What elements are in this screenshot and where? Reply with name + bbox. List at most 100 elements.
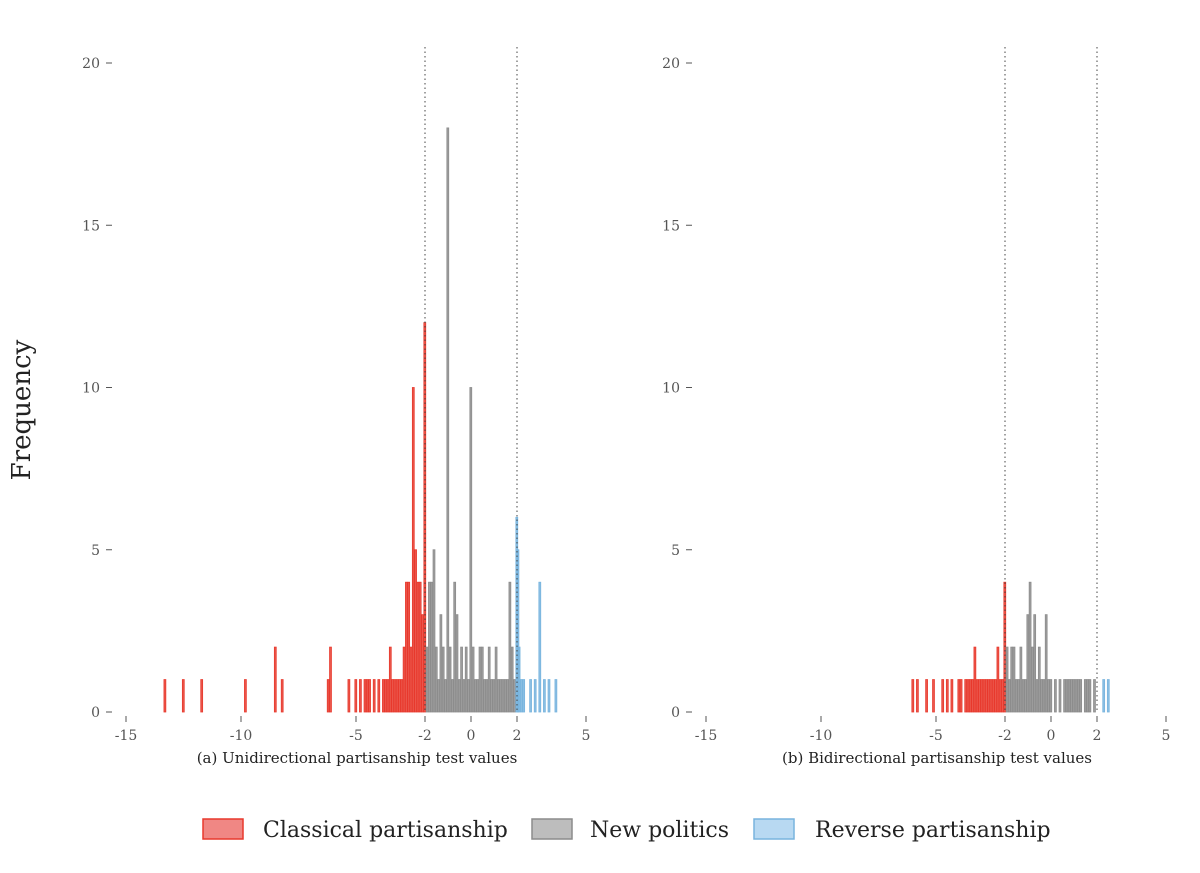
histogram-bar [1005, 646, 1009, 713]
panel-caption: (b) Bidirectional partisanship test valu… [782, 749, 1092, 767]
histogram-bar [1088, 679, 1092, 713]
histogram-bar [1014, 679, 1018, 713]
histogram-bar [1070, 679, 1073, 713]
histogram-bar [1083, 679, 1087, 713]
histogram-bar [1058, 679, 1062, 713]
histogram-bar [280, 679, 284, 713]
x-tick-label: -15 [115, 728, 138, 744]
histogram-bar [434, 646, 438, 713]
histogram-bar [978, 679, 981, 713]
legend-label: New politics [590, 818, 729, 843]
histogram-bar [501, 679, 505, 713]
histogram-bar [973, 646, 977, 713]
histogram-bar [365, 679, 369, 713]
x-tick-label: 2 [513, 728, 522, 744]
histogram-bar [354, 679, 358, 713]
histogram-bar [372, 679, 376, 713]
y-tick-label: 0 [671, 705, 680, 721]
histogram-bar [966, 679, 970, 713]
histogram-bar [359, 679, 362, 713]
x-tick-label: 0 [467, 728, 476, 744]
histogram-bar [421, 614, 424, 713]
histogram-bar [492, 679, 496, 713]
histogram-bar [467, 679, 470, 713]
legend-swatch-new-politics [531, 818, 573, 840]
histogram-bar [543, 679, 546, 713]
histogram-bar [1093, 679, 1096, 713]
histogram-bar [1037, 646, 1041, 713]
bars-group [163, 127, 558, 713]
histogram-bar [483, 679, 486, 713]
histogram-bar [1047, 679, 1050, 713]
y-tick-label: 10 [662, 381, 680, 397]
histogram-bar [520, 679, 523, 713]
histogram-bar [405, 581, 408, 713]
histogram-bar [1054, 679, 1057, 713]
histogram-bar [529, 679, 532, 713]
histogram-bar [1021, 679, 1025, 713]
histogram-bar [1033, 614, 1037, 713]
legend-item-classical: Classical partisanship [202, 818, 508, 843]
histogram-bar [382, 679, 385, 713]
histogram-bar [533, 679, 537, 713]
histogram-bar [991, 679, 995, 713]
histogram-bar [418, 581, 422, 713]
histogram-bar [996, 646, 1000, 713]
histogram-bar [1031, 646, 1034, 713]
x-tick-label: -5 [929, 728, 943, 744]
histogram-bar [1008, 679, 1011, 713]
histogram-bar [508, 581, 512, 713]
histogram-bar [478, 646, 482, 713]
histogram-bar [916, 679, 919, 713]
histogram-bar [513, 679, 516, 713]
histogram-bar [425, 646, 429, 713]
reference-lines [1004, 47, 1098, 712]
histogram-bar [414, 549, 417, 713]
x-tick-label: -15 [695, 728, 718, 744]
histogram-bar [1072, 679, 1076, 713]
histogram-bar [911, 679, 915, 713]
histogram-bar [506, 679, 509, 713]
histogram-bar [455, 614, 459, 713]
histogram-bar [474, 679, 477, 713]
histogram-bar [391, 679, 394, 713]
histogram-bar [368, 679, 371, 713]
y-tick-label: 0 [91, 705, 100, 721]
histogram-bar [1102, 679, 1106, 713]
histogram-bar [989, 679, 993, 713]
x-tick-label: -5 [349, 728, 363, 744]
histogram-bar [273, 646, 277, 713]
histogram-bar [407, 581, 411, 713]
histogram-bar [1024, 679, 1027, 713]
histogram-bar [1042, 679, 1046, 713]
y-tick-label: 10 [82, 381, 100, 397]
histogram-bar [451, 679, 454, 713]
y-axis-label: Frequency [7, 339, 37, 480]
histogram-bar [1063, 679, 1066, 713]
histogram-bar [1049, 679, 1053, 713]
histogram-bar [393, 679, 397, 713]
y-tick-label: 5 [91, 543, 100, 559]
legend-swatch-classical [202, 818, 244, 840]
histogram-bar [326, 679, 330, 713]
histogram-bar [1067, 679, 1071, 713]
histogram-bar [1074, 679, 1078, 713]
histogram-bar [1086, 679, 1089, 713]
histogram-bar [453, 581, 457, 713]
histogram-bar [448, 646, 452, 713]
histogram-bar [957, 679, 961, 713]
histogram-bar [994, 679, 997, 713]
histogram-bar [398, 679, 401, 713]
y-tick-label: 20 [82, 56, 100, 72]
histogram-bar [244, 679, 247, 713]
histogram-bar [471, 646, 475, 713]
histogram-bar [462, 679, 466, 713]
panel-caption: (a) Unidirectional partisanship test val… [197, 749, 518, 767]
histogram-bar [1019, 646, 1023, 713]
legend-label: Classical partisanship [263, 818, 508, 843]
histogram-bar [1028, 581, 1032, 713]
histogram-bar [347, 679, 351, 713]
histogram-bar [494, 646, 498, 713]
histogram-bar [329, 646, 332, 713]
histogram-bar [964, 679, 968, 713]
